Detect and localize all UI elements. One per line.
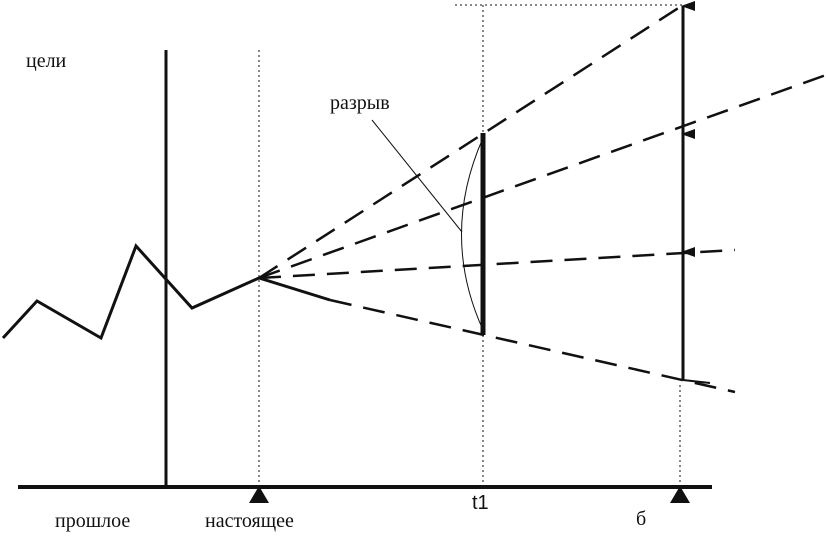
present-marker-icon <box>249 486 269 503</box>
future-label: б <box>636 508 647 530</box>
present-label: настоящее <box>205 510 294 532</box>
gap-arc <box>461 137 484 331</box>
projection-line-3 <box>258 248 736 280</box>
gap-leader-line <box>371 119 463 233</box>
future-marker-icon <box>670 486 690 503</box>
projection-line-1 <box>258 3 684 280</box>
goals-label: цели <box>26 50 67 72</box>
future-base-tick <box>682 379 711 384</box>
gap-label: разрыв <box>330 92 390 114</box>
past-label: прошлое <box>55 510 131 532</box>
t1-label: t1 <box>472 492 489 514</box>
projection-line-4 <box>329 298 736 394</box>
